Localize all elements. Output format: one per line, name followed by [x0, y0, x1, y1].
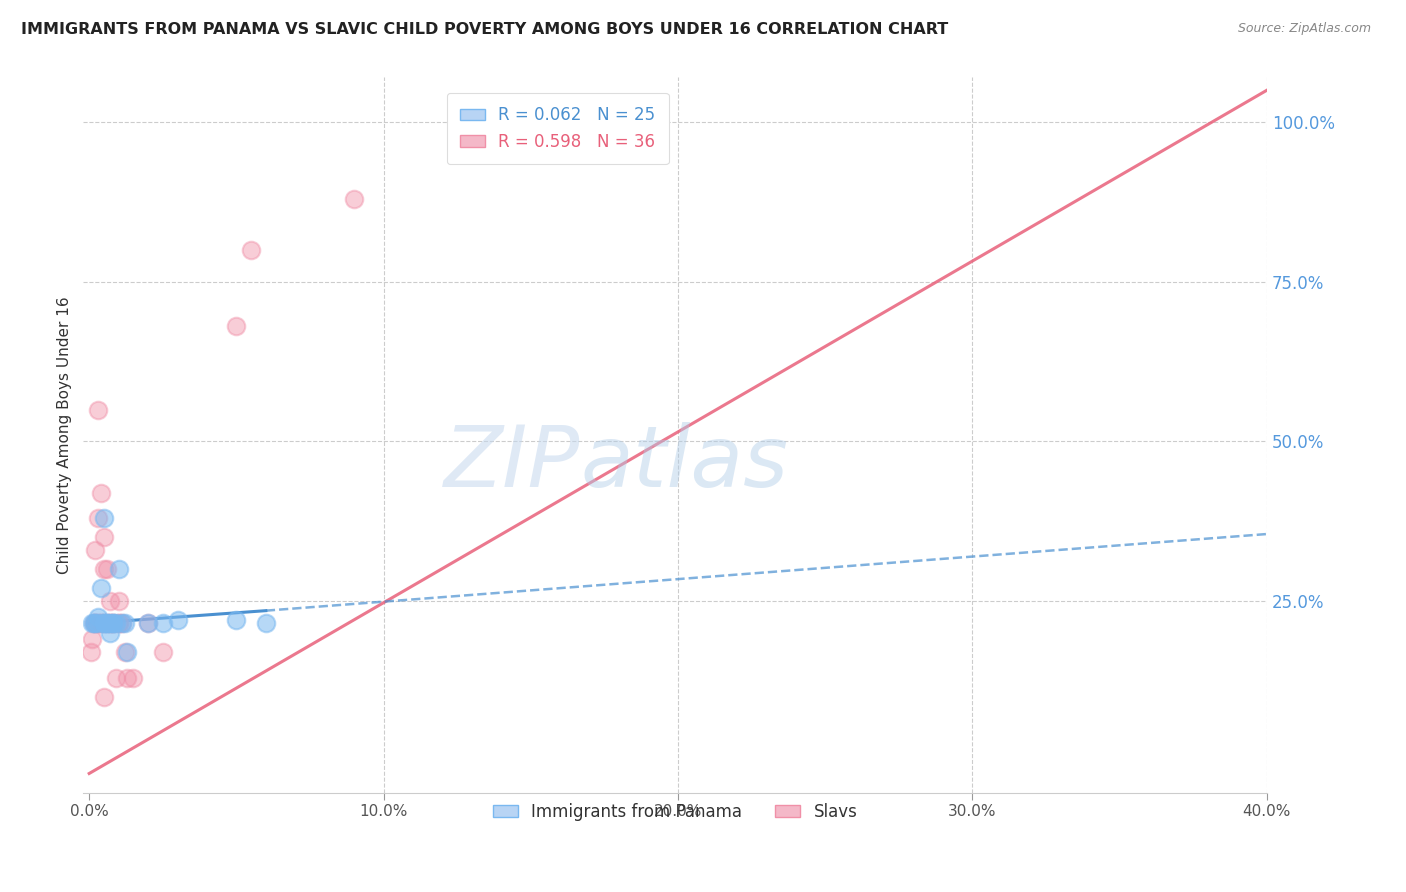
Point [166, 613, 188, 627]
Point [84, 616, 107, 631]
Point [225, 319, 247, 334]
Point [136, 616, 159, 631]
Point [101, 616, 124, 631]
Point [87, 616, 110, 631]
Point [107, 562, 129, 576]
Point [93, 616, 115, 631]
Point [87, 402, 110, 417]
Text: Source: ZipAtlas.com: Source: ZipAtlas.com [1237, 22, 1371, 36]
Point [98, 616, 121, 631]
Point [84, 616, 107, 631]
Point [107, 594, 129, 608]
Point [96, 616, 118, 631]
Point [79, 645, 101, 659]
Point [117, 671, 139, 685]
Text: IMMIGRANTS FROM PANAMA VS SLAVIC CHILD POVERTY AMONG BOYS UNDER 16 CORRELATION C: IMMIGRANTS FROM PANAMA VS SLAVIC CHILD P… [21, 22, 948, 37]
Point [87, 610, 110, 624]
Point [83, 616, 105, 631]
Point [122, 671, 145, 685]
Point [84, 543, 107, 558]
Point [152, 616, 174, 631]
Point [90, 616, 112, 631]
Point [90, 582, 112, 596]
Point [83, 616, 105, 631]
Point [98, 616, 121, 631]
Point [90, 616, 112, 631]
Point [110, 616, 132, 631]
Point [93, 562, 115, 576]
Point [96, 616, 118, 631]
Point [114, 645, 136, 659]
Point [82, 616, 104, 631]
Text: atlas: atlas [581, 422, 789, 505]
Point [93, 616, 115, 631]
Point [101, 616, 124, 631]
Point [152, 645, 174, 659]
Point [104, 616, 127, 631]
Point [240, 243, 263, 257]
Point [136, 616, 159, 631]
Point [101, 616, 124, 631]
Point [98, 626, 121, 640]
Point [84, 616, 107, 631]
Point [343, 192, 366, 206]
Point [82, 632, 104, 647]
Point [87, 616, 110, 631]
Point [117, 645, 139, 659]
Point [98, 594, 121, 608]
Point [96, 616, 118, 631]
Legend: Immigrants from Panama, Slavs: Immigrants from Panama, Slavs [479, 789, 870, 834]
Point [90, 485, 112, 500]
Point [98, 616, 121, 631]
Point [254, 616, 277, 631]
Point [93, 530, 115, 544]
Point [107, 616, 129, 631]
Point [110, 616, 132, 631]
Point [114, 616, 136, 631]
Text: ZIP: ZIP [444, 422, 581, 505]
Y-axis label: Child Poverty Among Boys Under 16: Child Poverty Among Boys Under 16 [58, 296, 72, 574]
Point [104, 671, 127, 685]
Point [93, 616, 115, 631]
Point [87, 511, 110, 525]
Point [225, 613, 247, 627]
Point [93, 690, 115, 704]
Point [107, 616, 129, 631]
Point [101, 616, 124, 631]
Point [96, 562, 118, 576]
Point [93, 511, 115, 525]
